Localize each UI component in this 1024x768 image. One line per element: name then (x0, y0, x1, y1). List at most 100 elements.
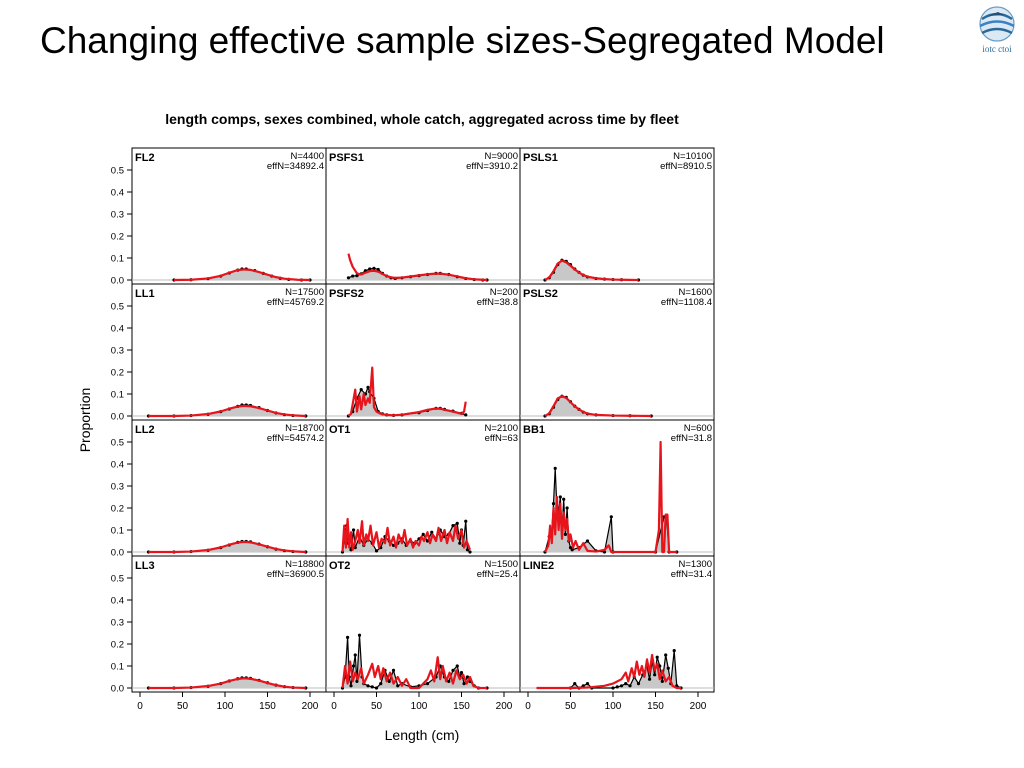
observed-point (357, 633, 362, 637)
observed-point (655, 655, 659, 659)
observed-point (346, 635, 350, 640)
expected-line (148, 404, 306, 418)
observed-point (366, 684, 370, 688)
observed-point (455, 521, 459, 526)
observed-point (379, 682, 383, 686)
x-axis-label: Length (cm) (385, 727, 460, 743)
observed-point (602, 550, 607, 554)
x-tick-label: 150 (453, 701, 470, 712)
y-tick-label: 0.3 (111, 618, 124, 629)
observed-point (351, 664, 356, 668)
x-tick-label: 200 (690, 701, 707, 712)
panel-fleet-label: BB1 (523, 424, 545, 436)
expected-line (341, 656, 487, 690)
x-tick-label: 100 (605, 701, 622, 712)
observed-point (370, 685, 374, 689)
observed-point (464, 519, 468, 523)
panel-n-label: N=4400 (290, 151, 324, 162)
observed-point (359, 388, 363, 392)
y-tick-label: 0.2 (111, 640, 124, 651)
observed-area (545, 396, 652, 416)
observed-point (396, 684, 400, 688)
panel-effn-label: effN=25.4 (477, 569, 518, 580)
y-axis: 0.0 0.1 0.2 0.3 0.4 0.5 0.0 0.1 0.2 0.3 0.4 0.5 0.0 0… (111, 166, 132, 695)
panel-effn-label: effN=3910.2 (466, 161, 518, 172)
observed-point (430, 530, 434, 534)
observed-point (558, 495, 562, 499)
y-tick-label: 0.4 (111, 324, 124, 335)
observed-point (425, 682, 430, 686)
observed-point (563, 532, 568, 537)
x-axis: 0 50 100 150 200 0 50 100 150 200 0 50 100 150 200 (137, 692, 707, 712)
panel-fleet-label: OT1 (329, 424, 350, 436)
expected-line (148, 677, 306, 690)
observed-point (391, 668, 396, 673)
observed-point (611, 686, 615, 690)
observed-point (376, 267, 380, 272)
panel-effn-label: effN=45769.2 (267, 297, 324, 308)
observed-point (609, 515, 613, 519)
observed-point (570, 548, 574, 552)
observed-point (458, 541, 462, 545)
expected-line (544, 259, 639, 282)
x-tick-label: 150 (647, 701, 664, 712)
y-tick-label: 0.2 (111, 504, 124, 515)
panel-n-label: N=18700 (285, 423, 324, 434)
observed-point (573, 682, 577, 686)
observed-area (148, 677, 306, 688)
observed-point (462, 682, 466, 686)
observed-point (658, 664, 662, 668)
observed-point (366, 385, 370, 389)
panel-n-label: N=1500 (484, 559, 518, 570)
observed-point (346, 276, 351, 280)
y-tick-label: 0.3 (111, 482, 124, 493)
iotc-logo: iotc ctoi (974, 4, 1020, 60)
observed-point (585, 539, 590, 543)
panel-n-label: N=18800 (285, 559, 324, 570)
globe-icon (979, 6, 1015, 42)
y-tick-label: 0.3 (111, 346, 124, 357)
expected-line (173, 268, 311, 282)
panel-effn-label: effN=1108.4 (661, 297, 712, 308)
y-tick-label: 0.4 (111, 188, 124, 199)
panel-fleet-label: PSFS2 (329, 288, 364, 300)
y-tick-label: 0.1 (111, 526, 124, 537)
observed-area (342, 521, 470, 552)
y-tick-label: 0.5 (111, 438, 124, 449)
panel-effn-label: effN=34892.4 (267, 161, 324, 172)
observed-point (585, 682, 590, 686)
observed-point (464, 413, 468, 417)
panel-effn-label: effN=31.8 (671, 433, 712, 444)
logo-text: iotc ctoi (982, 44, 1012, 54)
observed-point (468, 550, 472, 554)
observed-point (628, 684, 632, 688)
expected-line (341, 517, 472, 553)
observed-point (465, 675, 470, 679)
panel-fleet-label: PSLS2 (523, 288, 558, 300)
panel-fleet-label: LL1 (135, 288, 155, 300)
x-tick-label: 50 (177, 701, 189, 712)
panel-effn-label: effN=63 (485, 433, 518, 444)
observed-point (349, 684, 353, 688)
observed-point (351, 528, 356, 532)
expected-line (347, 253, 488, 282)
y-tick-label: 0.3 (111, 210, 124, 221)
y-tick-label: 0.5 (111, 302, 124, 313)
panel-effn-label: effN=36900.5 (267, 569, 324, 580)
panel-frame (519, 555, 715, 693)
panel-fleet-label: LL2 (135, 424, 155, 436)
x-tick-label: 0 (331, 701, 337, 712)
x-tick-label: 200 (496, 701, 513, 712)
expected-line (544, 395, 652, 418)
observed-point (666, 666, 670, 670)
observed-area (148, 541, 306, 552)
x-tick-label: 150 (259, 701, 276, 712)
panel-effn-label: effN=8910.5 (660, 161, 712, 172)
